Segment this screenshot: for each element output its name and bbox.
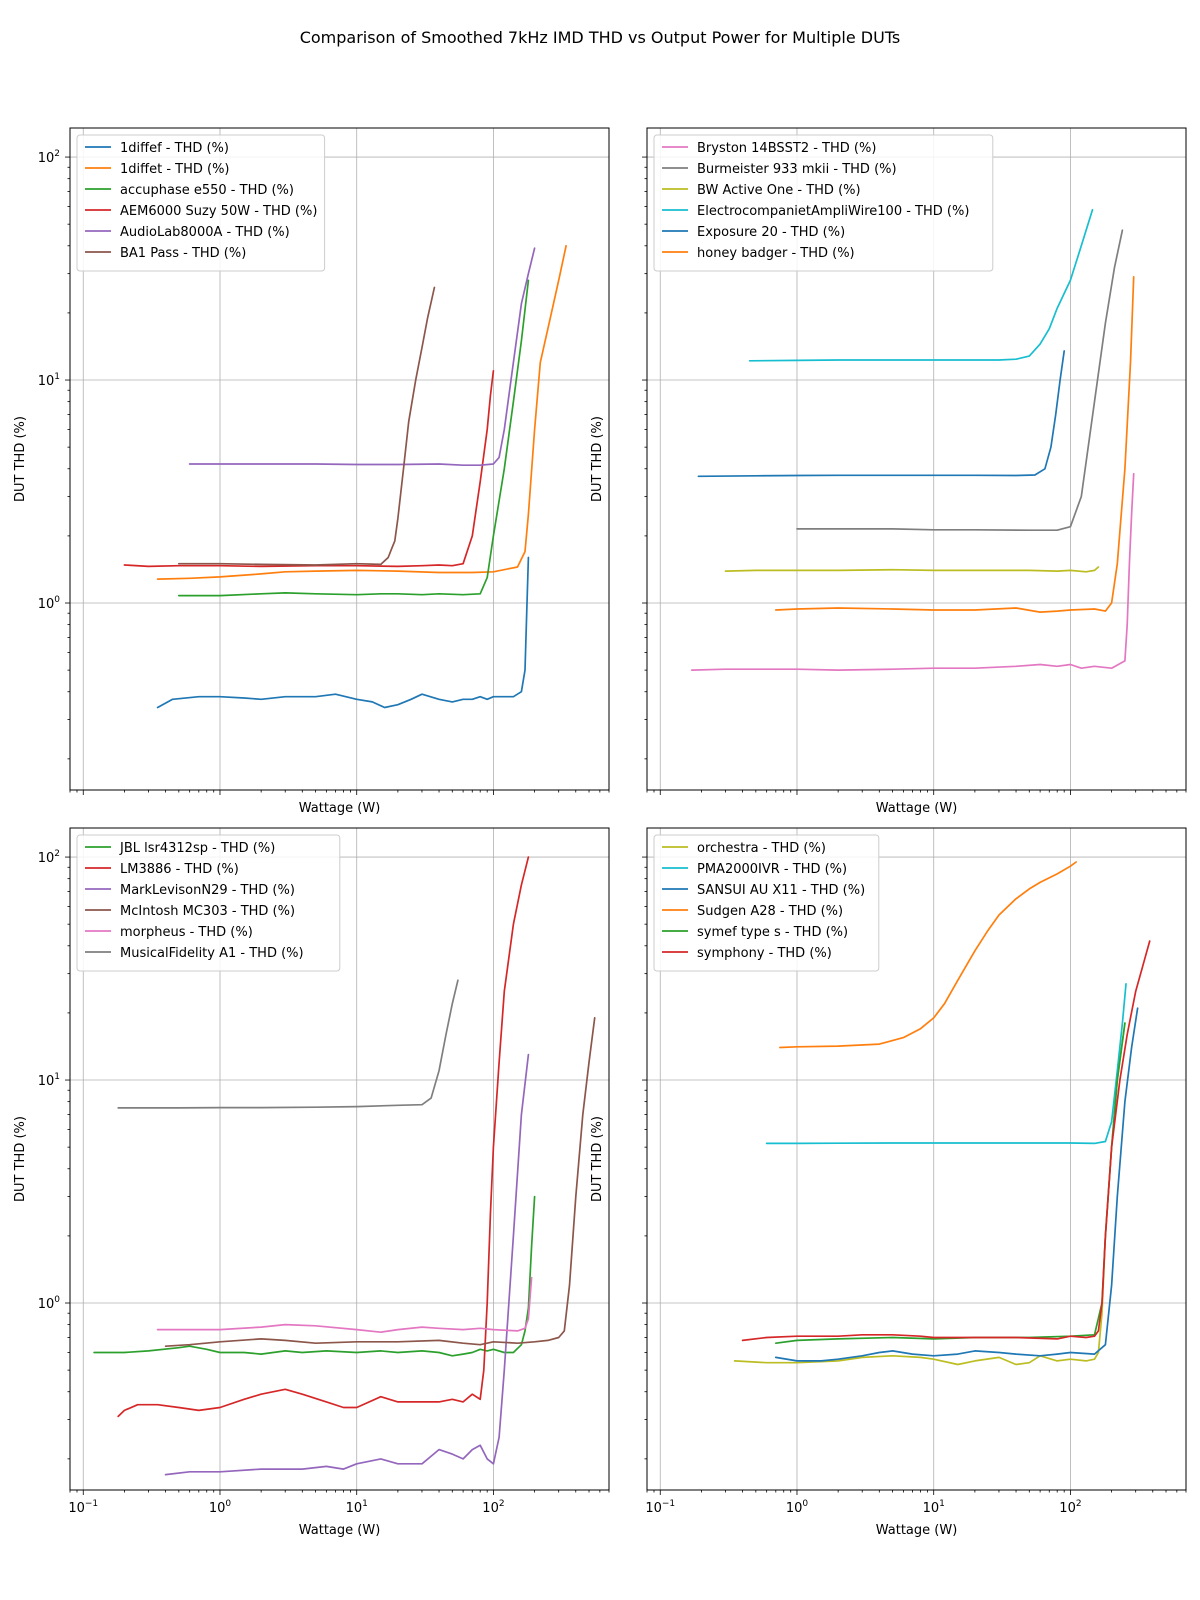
series-group [733,861,1151,1366]
legend-box [76,134,326,272]
series-line [123,369,495,568]
y-tick-label: 101 [38,372,60,389]
legend-label: MusicalFidelity A1 - THD (%) [120,946,304,961]
axes-frame [69,827,610,1491]
series-line [164,1053,530,1476]
figure-title: Comparison of Smoothed 7kHz IMD THD vs O… [299,28,901,47]
series-group [690,208,1135,671]
chart-panel-bottom-left: 10−1 100 101 102 100 101 102 Wattage (W) DUT THD… [13,827,610,1538]
y-tick-label: 100 [38,595,61,612]
legend: orchestra - THD (%) PMA2000IVR - THD (%) S… [653,834,880,972]
y-axis-label: DUT THD (%) [13,416,28,502]
series-line [156,556,530,709]
y-tick-label: 101 [38,1072,60,1089]
axes-frame [69,127,610,791]
legend-box [76,834,341,972]
y-tick-label: 100 [38,1295,61,1312]
legend-label: 1diffet - THD (%) [120,162,230,177]
legend-label: AudioLab8000A - THD (%) [120,225,290,240]
series-line [774,1007,1139,1362]
x-axis-label: Wattage (W) [876,1523,958,1538]
legend-label: BW Active One - THD (%) [697,183,861,198]
legend-label: BA1 Pass - THD (%) [120,246,246,261]
x-tick-label: 102 [1059,1499,1081,1516]
series-line [774,276,1135,613]
chart-panel-top-right: Wattage (W) DUT THD (%) Bryston 14BSST2 - … [590,127,1187,816]
series-line [156,1276,533,1334]
legend-label: SANSUI AU X11 - THD (%) [697,883,865,898]
series-line [117,856,530,1418]
x-tick-label: 101 [923,1499,945,1516]
series-line [748,208,1094,362]
series-line [156,244,567,580]
series-line [164,1017,596,1348]
legend-label: Burmeister 933 mkii - THD (%) [697,162,897,177]
x-axis-label: Wattage (W) [299,1523,381,1538]
legend-label: symphony - THD (%) [697,946,832,961]
series-line [796,229,1124,532]
legend: JBL lsr4312sp - THD (%) LM3886 - THD (%) M… [76,834,341,972]
x-tick-label: 100 [786,1499,809,1516]
series-group [93,856,596,1476]
x-tick-label: 10−1 [68,1499,98,1516]
legend-label: 1diffef - THD (%) [120,141,229,156]
legend-label: orchestra - THD (%) [697,841,826,856]
legend-label: PMA2000IVR - THD (%) [697,862,847,877]
y-tick-label: 102 [38,849,60,866]
series-line [741,940,1151,1342]
axes-frame [646,827,1187,1491]
y-tick-label: 102 [38,149,60,166]
legend: 1diffef - THD (%) 1diffet - THD (%) accuph… [76,134,326,272]
x-tick-label: 100 [209,1499,232,1516]
x-tick-label: 10−1 [645,1499,675,1516]
series-line [724,566,1100,573]
legend-label: LM3886 - THD (%) [120,862,239,877]
series-line [765,983,1127,1145]
legend-label: Bryston 14BSST2 - THD (%) [697,141,876,156]
series-line [93,1195,536,1357]
x-axis-label: Wattage (W) [299,801,381,816]
series-line [177,279,530,597]
legend-label: Sudgen A28 - THD (%) [697,904,843,919]
axes-frame [646,127,1187,791]
legend-label: JBL lsr4312sp - THD (%) [119,841,275,856]
series-group [123,244,567,709]
legend-label: symef type s - THD (%) [697,925,848,940]
legend-label: Exposure 20 - THD (%) [697,225,845,240]
legend-label: AEM6000 Suzy 50W - THD (%) [120,204,317,219]
series-line [690,472,1135,671]
legend-label: honey badger - THD (%) [697,246,855,261]
series-line [697,350,1066,478]
x-axis-label: Wattage (W) [876,801,958,816]
series-line [117,979,459,1109]
chart-panel-top-left: 100 101 102 Wattage (W) DUT THD (%) 1diffef -… [13,127,610,816]
series-line [188,247,536,467]
series-line [733,1022,1126,1366]
legend-box [653,134,994,272]
legend: Bryston 14BSST2 - THD (%) Burmeister 933 … [653,134,994,272]
y-axis-label: DUT THD (%) [590,416,605,502]
y-axis-label: DUT THD (%) [13,1116,28,1202]
series-line [177,286,436,566]
legend-label: morpheus - THD (%) [120,925,253,940]
legend-label: accuphase e550 - THD (%) [120,183,294,198]
series-line [779,861,1077,1049]
legend-label: MarkLevisonN29 - THD (%) [120,883,295,898]
legend-label: McIntosh MC303 - THD (%) [120,904,295,919]
legend-label: ElectrocompanietAmpliWire100 - THD (%) [697,204,969,219]
legend-box [653,834,880,972]
y-axis-label: DUT THD (%) [590,1116,605,1202]
series-line [774,1022,1126,1345]
x-tick-label: 101 [346,1499,368,1516]
chart-panel-bottom-right: 10−1 100 101 102 Wattage (W) DUT THD (%) orche… [590,827,1187,1538]
x-tick-label: 102 [482,1499,504,1516]
